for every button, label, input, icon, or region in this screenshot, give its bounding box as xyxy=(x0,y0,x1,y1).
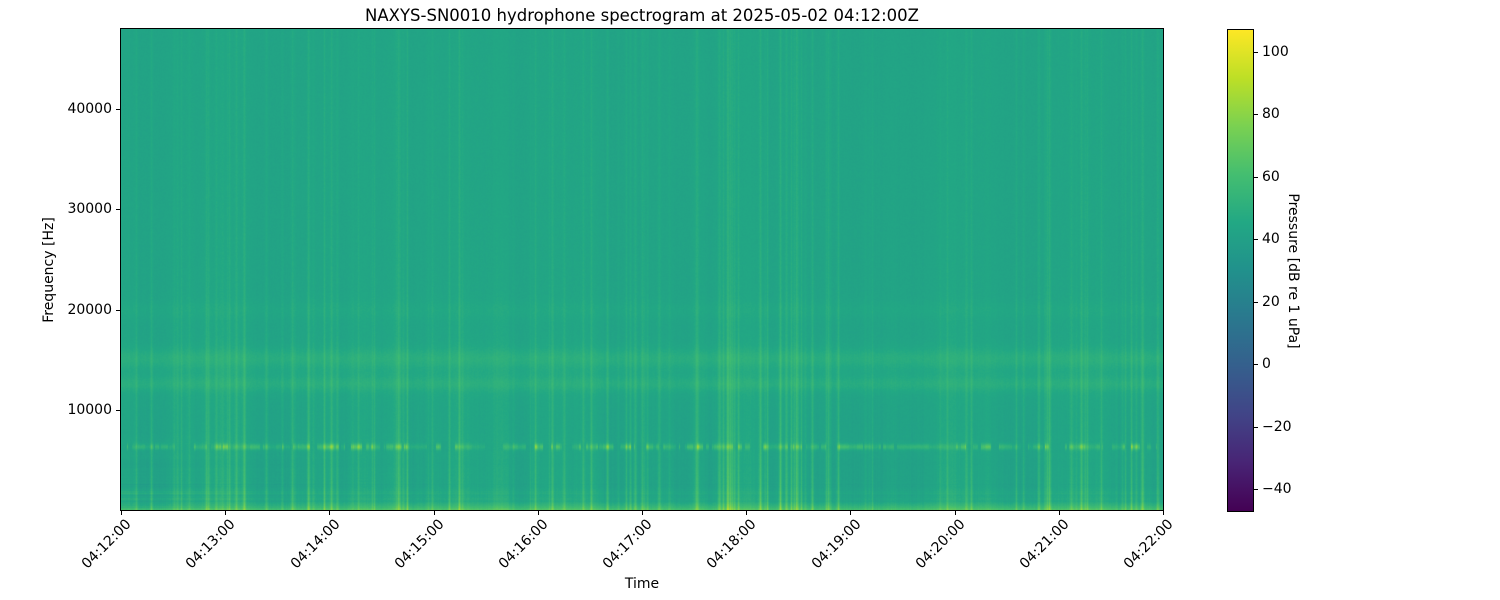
y-tick-mark xyxy=(116,409,120,411)
colorbar-tick-label: 80 xyxy=(1262,106,1280,123)
colorbar-tick-mark xyxy=(1254,364,1258,366)
x-tick-mark xyxy=(642,511,643,515)
colorbar-tick-label: −40 xyxy=(1262,481,1292,498)
x-tick-mark xyxy=(225,511,227,515)
colorbar-tick-mark xyxy=(1254,301,1258,303)
colorbar-tick-label: 20 xyxy=(1262,293,1280,310)
colorbar-tick-label: 40 xyxy=(1262,231,1280,248)
plot-area xyxy=(120,28,1164,511)
colorbar-tick-mark xyxy=(1254,176,1258,178)
y-tick-label: 40000 xyxy=(67,101,112,118)
x-tick-mark xyxy=(121,511,122,515)
x-tick-label-text: 04:12:00 xyxy=(78,516,135,573)
y-tick-label: 20000 xyxy=(67,301,112,318)
x-tick-label-text: 04:16:00 xyxy=(495,516,552,573)
x-tick-label-text: 04:21:00 xyxy=(1016,516,1073,573)
colorbar-tick-label: 0 xyxy=(1262,356,1271,373)
x-tick-label-text: 04:15:00 xyxy=(391,516,448,573)
chart-title: NAXYS-SN0010 hydrophone spectrogram at 2… xyxy=(365,6,919,25)
x-tick-mark xyxy=(433,511,435,515)
x-axis-label: Time xyxy=(624,576,660,592)
colorbar-tick-label: 100 xyxy=(1262,43,1289,60)
x-tick-label-text: 04:17:00 xyxy=(599,516,656,573)
colorbar-label: Pressure [dB re 1 uPa] xyxy=(1285,193,1301,349)
x-tick-label-text: 04:14:00 xyxy=(287,516,343,573)
x-tick-mark xyxy=(850,511,852,515)
y-tick-mark xyxy=(116,309,120,311)
colorbar-tick-mark xyxy=(1254,51,1258,53)
x-tick-label-text: 04:19:00 xyxy=(808,516,864,573)
x-tick-label-text: 04:20:00 xyxy=(912,516,969,573)
colorbar-tick-mark xyxy=(1254,426,1258,428)
spectrogram-canvas xyxy=(121,29,1163,510)
y-tick-label: 10000 xyxy=(67,401,112,418)
y-tick-label: 30000 xyxy=(67,201,112,218)
x-tick-mark xyxy=(954,511,956,515)
x-tick-label-text: 04:18:00 xyxy=(704,516,760,573)
x-tick-mark xyxy=(1058,511,1060,515)
y-tick-mark xyxy=(116,209,120,211)
colorbar xyxy=(1227,29,1254,512)
x-tick-mark xyxy=(329,511,331,515)
colorbar-tick-label: 60 xyxy=(1262,168,1280,185)
colorbar-tick-mark xyxy=(1254,489,1258,491)
colorbar-gradient xyxy=(1228,30,1253,511)
colorbar-tick-label: −20 xyxy=(1262,418,1292,435)
y-tick-mark xyxy=(116,109,120,111)
x-tick-label-text: 04:22:00 xyxy=(1120,516,1177,573)
colorbar-tick-mark xyxy=(1254,114,1258,116)
x-tick-label-text: 04:13:00 xyxy=(183,516,239,573)
colorbar-tick-mark xyxy=(1254,239,1258,241)
x-tick-mark xyxy=(537,511,539,515)
x-tick-mark xyxy=(1163,511,1164,515)
x-tick-mark xyxy=(746,511,748,515)
